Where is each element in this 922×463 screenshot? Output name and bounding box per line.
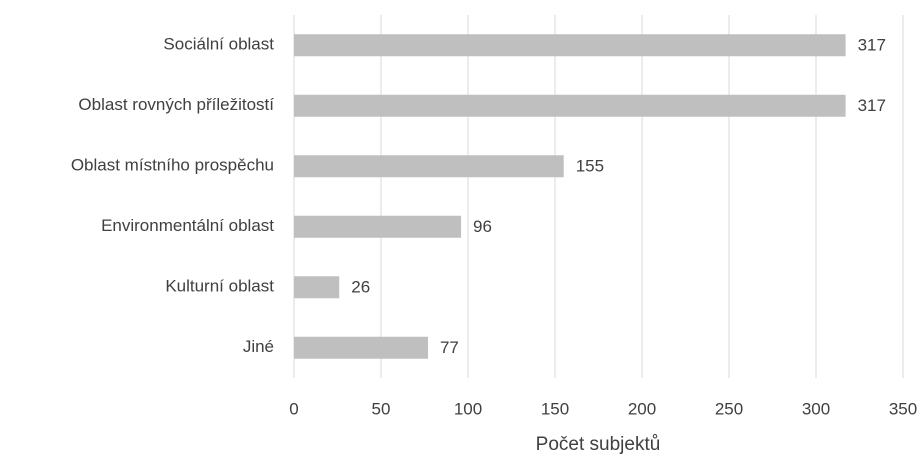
bar: [294, 215, 462, 238]
x-axis-title: Počet subjektů: [536, 434, 661, 455]
y-tick-label: Jiné: [243, 337, 274, 356]
bar: [294, 276, 340, 299]
value-label: 317: [858, 96, 886, 115]
value-label: 96: [473, 217, 492, 236]
x-tick-label: 100: [454, 399, 482, 418]
bar: [294, 34, 846, 57]
value-label: 317: [858, 36, 886, 55]
x-tick-label: 300: [802, 399, 830, 418]
y-tick-label: Oblast místního prospěchu: [71, 156, 274, 175]
x-tick-label: 0: [289, 399, 298, 418]
bar: [294, 94, 846, 117]
bar: [294, 155, 564, 178]
bar: [294, 336, 428, 359]
value-label: 155: [576, 157, 604, 176]
x-tick-label: 200: [628, 399, 656, 418]
value-label: 26: [351, 278, 370, 297]
value-label: 77: [440, 338, 459, 357]
y-tick-label: Kulturní oblast: [165, 277, 274, 296]
y-tick-label: Environmentální oblast: [101, 216, 274, 235]
y-tick-label: Oblast rovných příležitostí: [78, 95, 274, 114]
x-tick-label: 50: [372, 399, 391, 418]
y-tick-label: Sociální oblast: [163, 35, 274, 54]
x-tick-label: 350: [889, 399, 917, 418]
x-tick-label: 150: [541, 399, 569, 418]
x-tick-label: 250: [715, 399, 743, 418]
